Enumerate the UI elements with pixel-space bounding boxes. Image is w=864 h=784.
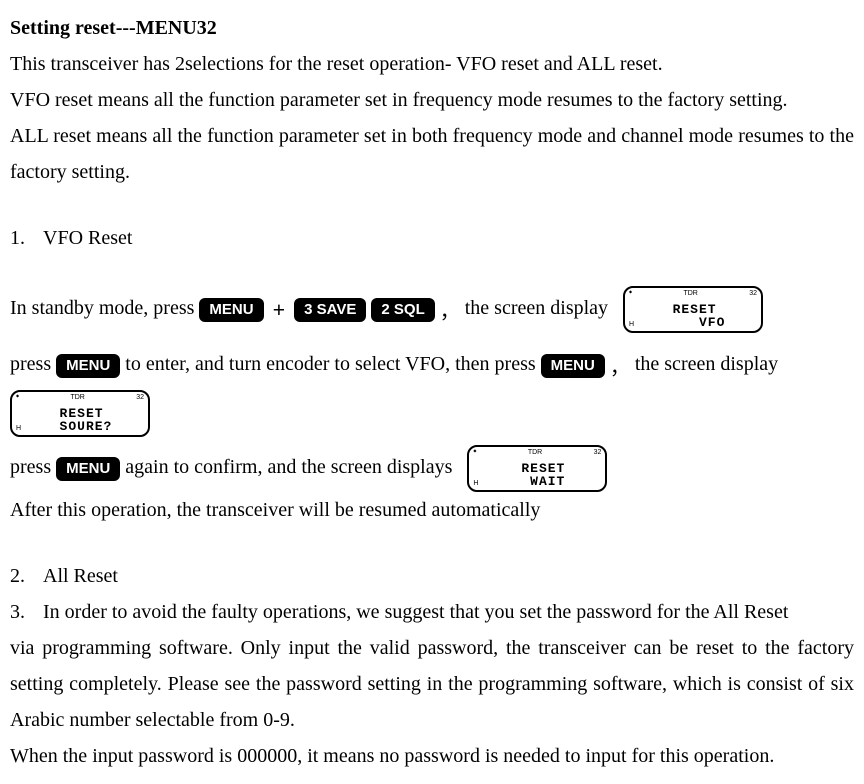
lcd-text: RESET VFO (664, 303, 726, 329)
lcd-side-h: H (473, 480, 478, 488)
lcd-menu-number: 32 (749, 290, 757, 303)
item-label: All Reset (43, 565, 118, 587)
list-item-1: 1. VFO Reset (10, 220, 854, 256)
text-fragment: again to confirm, and the screen display… (125, 456, 457, 478)
item-number: 2. (10, 558, 25, 594)
lcd-top-left: ◆ (629, 290, 632, 303)
lcd-display-reset-vfo: ◆TDR32 H RESET VFO (623, 286, 763, 333)
intro-line-1: This transceiver has 2selections for the… (10, 46, 854, 82)
lcd-menu-number: 32 (594, 449, 602, 462)
text-fragment: ， (440, 301, 460, 323)
intro-line-3: ALL reset means all the function paramet… (10, 118, 854, 190)
step-1: In standby mode, press MENU + 3 SAVE 2 S… (10, 286, 854, 334)
lcd-display-reset-wait: ◆TDR32 H RESET WAIT (467, 445, 607, 492)
menu-button-icon: MENU (56, 354, 120, 378)
text-fragment: press (10, 353, 56, 375)
list-item-2: 2. All Reset (10, 558, 854, 594)
lcd-top-left: ◆ (16, 394, 19, 407)
step-3-after: After this operation, the transceiver wi… (10, 492, 854, 528)
item3-note: When the input password is 000000, it me… (10, 738, 854, 774)
key-2-sql-icon: 2 SQL (371, 298, 434, 322)
item3-body: via programming software. Only input the… (10, 630, 854, 738)
key-3-save-icon: 3 SAVE (294, 298, 366, 322)
step-2: press MENU to enter, and turn encoder to… (10, 342, 854, 390)
item-number: 1. (10, 220, 25, 256)
text-fragment: to enter, and turn encoder to select VFO… (125, 353, 540, 375)
menu-button-icon: MENU (541, 354, 605, 378)
item-label: VFO Reset (43, 227, 132, 249)
lcd-side-h: H (16, 425, 21, 433)
menu-button-icon: MENU (199, 298, 263, 322)
list-item-3: 3. In order to avoid the faulty operation… (10, 594, 854, 630)
intro-line-2: VFO reset means all the function paramet… (10, 82, 854, 118)
lcd-side-h: H (629, 321, 634, 329)
item-number: 3. (10, 594, 25, 630)
lcd-text: RESET WAIT (513, 462, 566, 488)
lcd-menu-number: 32 (136, 394, 144, 407)
text-fragment: press (10, 456, 56, 478)
text-fragment: ， (610, 357, 630, 379)
step-3: press MENU again to confirm, and the scr… (10, 445, 854, 492)
lcd-text: RESET SOURE? (51, 407, 113, 433)
lcd-top-left: ◆ (473, 449, 476, 462)
text-fragment: the screen display (635, 353, 778, 375)
text-fragment: In order to avoid the faulty operations,… (43, 601, 788, 623)
text-fragment: the screen display (465, 297, 608, 319)
text-fragment: In standby mode, press (10, 297, 199, 319)
menu-button-icon: MENU (56, 457, 120, 481)
plus-icon: + (273, 288, 286, 332)
section-heading: Setting reset---MENU32 (10, 10, 854, 46)
lcd-display-reset-source: ◆TDR32 H RESET SOURE? (10, 390, 150, 437)
